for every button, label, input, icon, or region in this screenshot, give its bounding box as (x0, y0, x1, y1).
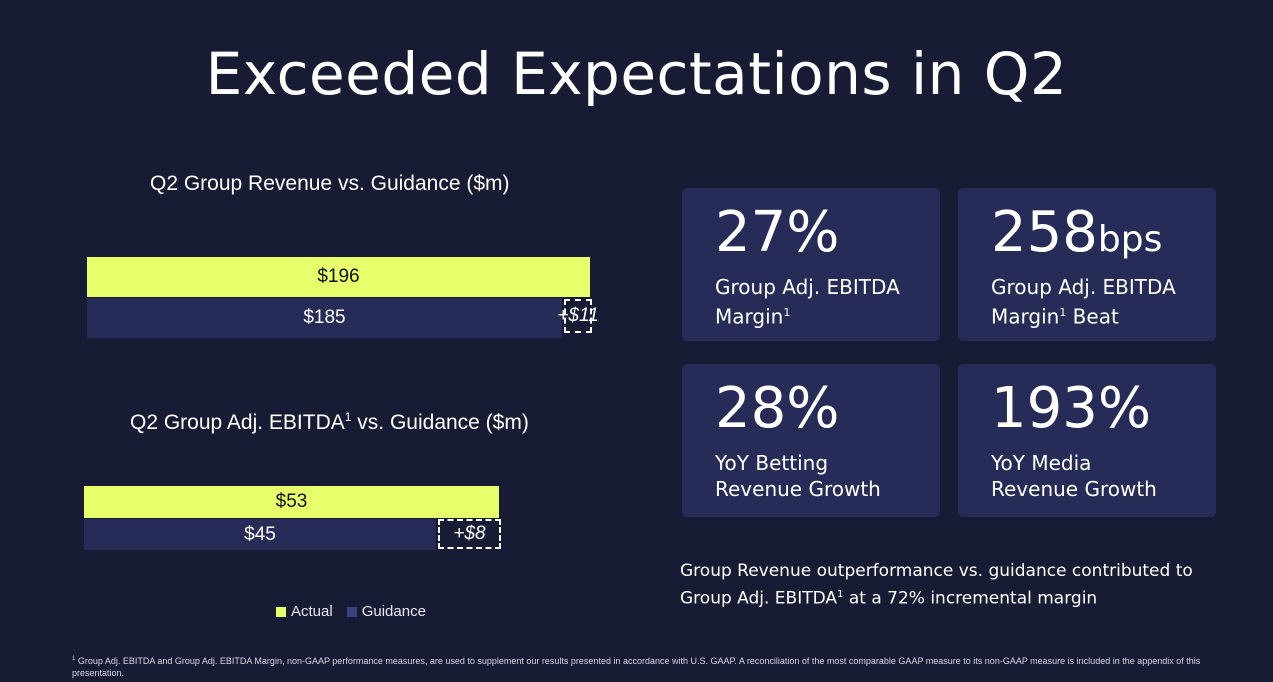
kpi-desc-line1: YoY Media (991, 451, 1092, 475)
chart-legend: Actual Guidance (276, 603, 426, 620)
ebitda-delta-box: +$8 (438, 519, 501, 549)
note-line2-before: Group Adj. EBITDA (680, 588, 838, 609)
footnote-marker: 1 (72, 656, 76, 662)
revenue-delta-label: +$11 (557, 305, 599, 326)
kpi-desc-line2: Revenue Growth (991, 477, 1157, 501)
revenue-guidance-label: $185 (303, 307, 346, 328)
legend-swatch-guidance (346, 606, 357, 617)
revenue-guidance-bar: $185 (87, 298, 562, 338)
revenue-actual-label: $196 (317, 266, 360, 287)
revenue-chart-title: Q2 Group Revenue vs. Guidance ($m) (150, 172, 510, 195)
kpi-desc-line1: YoY Betting (715, 451, 829, 475)
kpi-value: 193% (991, 374, 1151, 444)
kpi-number: 28% (715, 376, 840, 441)
revenue-chart: $196 $185 +$11 (87, 257, 607, 339)
revenue-delta-box: +$11 (557, 299, 599, 333)
legend-item-actual: Actual (276, 603, 333, 620)
ebitda-actual-bar: $53 (84, 486, 499, 518)
footnote-text: Group Adj. EBITDA and Group Adj. EBITDA … (72, 656, 1201, 678)
revenue-actual-bar: $196 (87, 257, 590, 297)
kpi-desc-line2: Margin (715, 304, 784, 329)
legend-label-actual: Actual (291, 603, 333, 620)
ebitda-chart-title-rest: vs. Guidance ($m) (351, 411, 529, 434)
kpi-card-ebitda-margin: 27% Group Adj. EBITDA Margin1 (682, 188, 940, 341)
kpi-desc-line2-after: Beat (1066, 304, 1119, 329)
kpi-value: 258bps (991, 198, 1162, 275)
kpi-unit: bps (1097, 219, 1163, 260)
kpi-description: Group Adj. EBITDA Margin1 Beat (991, 274, 1176, 330)
outperformance-note: Group Revenue outperformance vs. guidanc… (680, 560, 1240, 611)
note-line2-after: at a 72% incremental margin (843, 588, 1098, 609)
kpi-card-margin-beat: 258bps Group Adj. EBITDA Margin1 Beat (958, 188, 1216, 341)
kpi-number: 193% (991, 376, 1152, 441)
kpi-description: YoY Betting Revenue Growth (715, 450, 881, 502)
kpi-description: YoY Media Revenue Growth (991, 450, 1157, 502)
kpi-card-media-growth: 193% YoY Media Revenue Growth (958, 364, 1216, 517)
ebitda-chart-title-sup: 1 (344, 410, 352, 424)
legend-label-guidance: Guidance (361, 603, 426, 620)
kpi-desc-line1: Group Adj. EBITDA (991, 275, 1176, 299)
kpi-desc-line2: Margin (991, 304, 1060, 329)
kpi-desc-sup: 1 (1059, 306, 1067, 319)
note-sup: 1 (837, 589, 844, 600)
ebitda-delta-label: +$8 (453, 523, 486, 544)
kpi-number: 258 (991, 200, 1098, 265)
kpi-number: 27% (715, 200, 840, 265)
legend-swatch-actual (276, 606, 286, 617)
kpi-desc-line2: Revenue Growth (715, 477, 881, 501)
footnote: 1 Group Adj. EBITDA and Group Adj. EBITD… (72, 653, 1222, 679)
ebitda-chart-title-main: Q2 Group Adj. EBITDA (130, 411, 345, 434)
ebitda-guidance-label: $45 (244, 523, 276, 545)
kpi-value: 27% (715, 198, 839, 268)
kpi-card-betting-growth: 28% YoY Betting Revenue Growth (682, 364, 940, 517)
ebitda-guidance-bar: $45 (84, 519, 436, 550)
legend-item-guidance: Guidance (346, 603, 426, 620)
note-line1: Group Revenue outperformance vs. guidanc… (680, 561, 1193, 581)
kpi-value: 28% (715, 374, 839, 444)
kpi-desc-sup: 1 (783, 306, 791, 319)
kpi-description: Group Adj. EBITDA Margin1 (715, 274, 900, 330)
ebitda-chart: $53 $45 +$8 (84, 486, 504, 551)
ebitda-chart-title: Q2 Group Adj. EBITDA1 vs. Guidance ($m) (130, 410, 529, 435)
page-title: Exceeded Expectations in Q2 (205, 40, 1068, 108)
kpi-desc-line1: Group Adj. EBITDA (715, 275, 900, 299)
ebitda-actual-label: $53 (275, 491, 308, 512)
